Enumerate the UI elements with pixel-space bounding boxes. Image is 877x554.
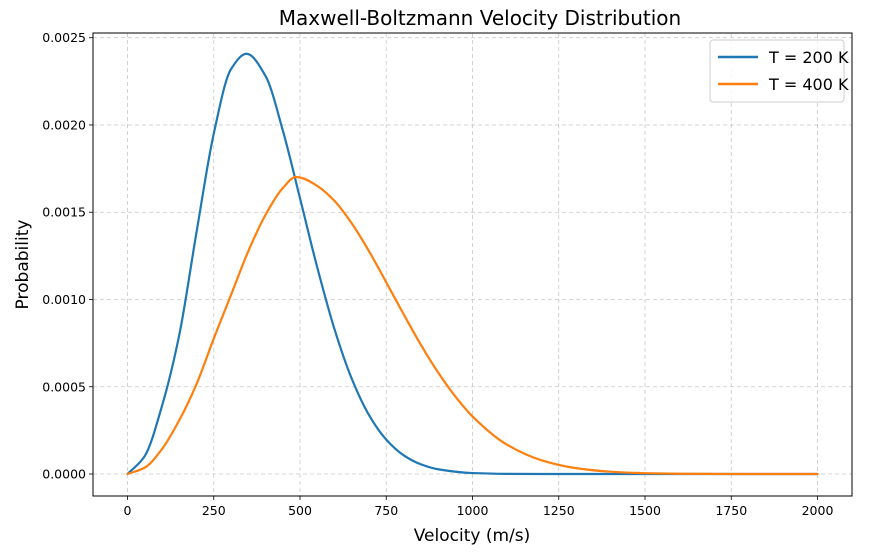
y-axis-label: Probability — [13, 220, 33, 310]
y-tick-label: 0.0015 — [42, 205, 86, 220]
x-axis-label: Velocity (m/s) — [414, 526, 531, 546]
series-line-400k — [126, 175, 819, 476]
x-tick-label: 2000 — [802, 503, 834, 518]
legend-box — [709, 39, 845, 103]
chart-title: Maxwell-Boltzmann Velocity Distribution — [279, 6, 681, 30]
series-line-200k — [126, 52, 819, 476]
y-tick-label: 0.0020 — [42, 117, 86, 132]
x-tick-label: 500 — [288, 503, 312, 518]
x-tick-label: 0 — [124, 503, 132, 518]
series-layer — [126, 52, 819, 476]
x-tick-label: 250 — [202, 503, 226, 518]
x-tick-label: 1500 — [629, 503, 661, 518]
x-axis: 0 250 500 750 1000 1250 1500 1750 2000 — [124, 496, 834, 518]
x-tick-label: 1750 — [715, 503, 747, 518]
x-tick-label: 750 — [374, 503, 398, 518]
x-tick-label: 1250 — [543, 503, 575, 518]
legend-label-400k: T = 400 K — [768, 75, 849, 94]
legend-label-200k: T = 200 K — [768, 48, 849, 67]
y-tick-label: 0.0025 — [42, 30, 86, 45]
y-tick-label: 0.0010 — [42, 292, 86, 307]
x-tick-label: 1000 — [457, 503, 489, 518]
y-tick-label: 0.0005 — [42, 379, 86, 394]
y-tick-label: 0.0000 — [42, 467, 86, 482]
y-axis: 0.0000 0.0005 0.0010 0.0015 0.0020 0.0025 — [42, 30, 93, 482]
legend: T = 200 K T = 400 K — [709, 39, 849, 103]
